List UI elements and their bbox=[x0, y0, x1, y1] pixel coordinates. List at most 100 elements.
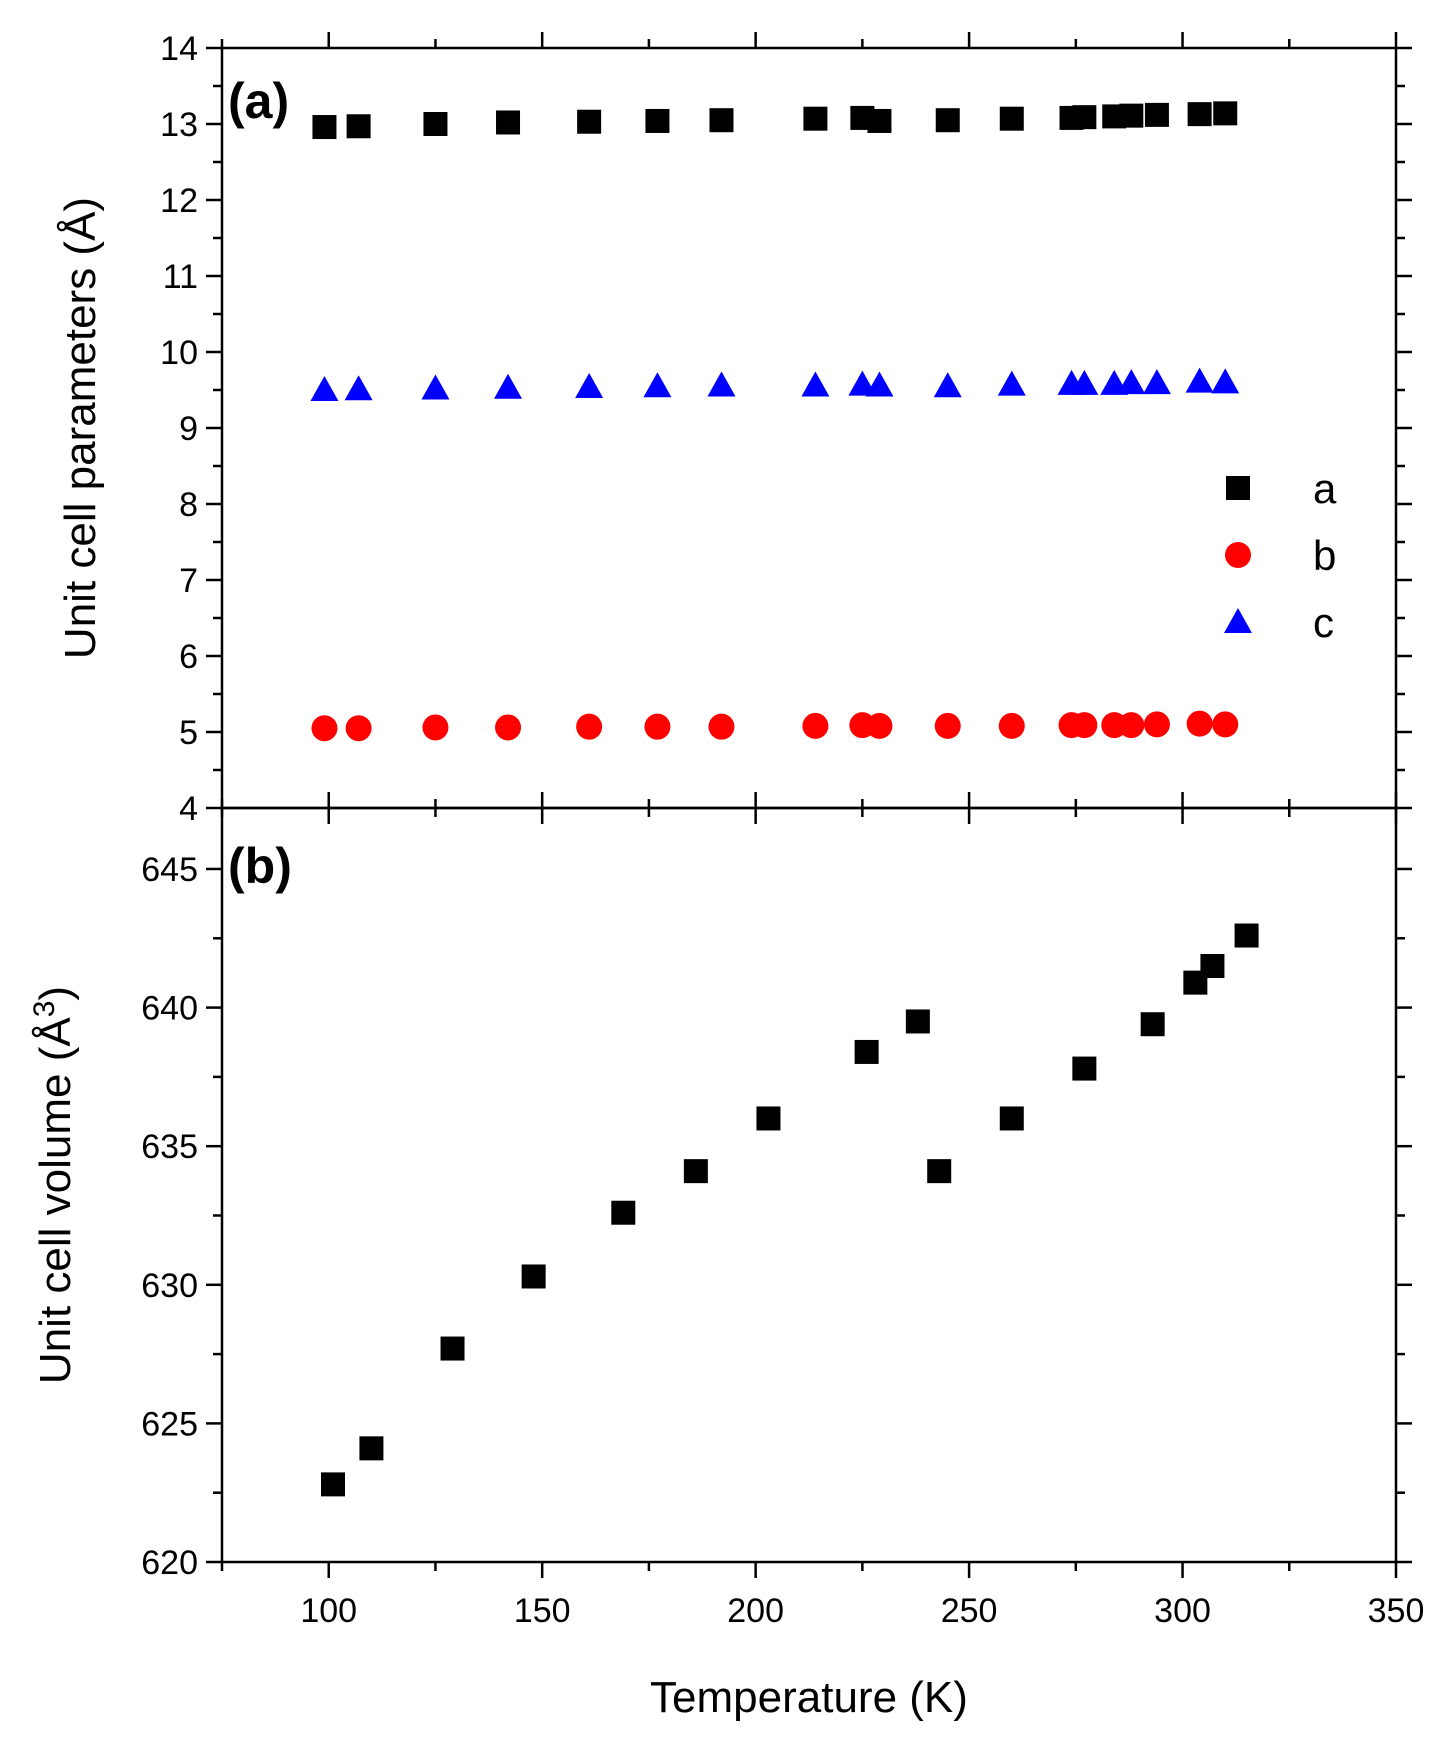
x-tick-label: 100 bbox=[300, 1592, 357, 1630]
legend-item-a: a bbox=[1226, 465, 1337, 512]
point-b bbox=[708, 713, 735, 740]
legend-item-c: c bbox=[1224, 599, 1334, 646]
point-a bbox=[346, 114, 371, 139]
point-a bbox=[423, 112, 448, 136]
legend-label-a: a bbox=[1313, 465, 1337, 512]
point-a bbox=[577, 109, 602, 134]
x-tick-label: 150 bbox=[514, 1592, 571, 1630]
y-tick-label: 5 bbox=[179, 714, 198, 752]
point-c bbox=[848, 370, 877, 396]
point-volume bbox=[905, 1009, 930, 1034]
point-c bbox=[997, 370, 1026, 396]
point-c bbox=[933, 372, 962, 398]
point-volume bbox=[359, 1436, 384, 1461]
x-tick-label: 350 bbox=[1368, 1592, 1425, 1630]
point-a bbox=[935, 108, 960, 133]
y-tick-label: 635 bbox=[141, 1128, 198, 1166]
point-b bbox=[998, 712, 1025, 739]
point-c bbox=[1211, 368, 1240, 394]
y-axis-title-a: Unit cell parameters (Å) bbox=[56, 197, 105, 659]
legend-label-b: b bbox=[1313, 532, 1336, 579]
point-b bbox=[422, 714, 449, 741]
point-a bbox=[999, 106, 1024, 131]
legend-marker-b bbox=[1225, 542, 1251, 568]
point-c bbox=[344, 375, 373, 401]
point-volume bbox=[521, 1264, 546, 1289]
point-b bbox=[1071, 712, 1098, 739]
point-volume bbox=[927, 1159, 952, 1184]
point-a bbox=[496, 110, 521, 135]
panel-label-b: (b) bbox=[228, 838, 292, 894]
point-c bbox=[643, 372, 672, 398]
x-axis-title: Temperature (K) bbox=[650, 1673, 968, 1722]
point-b bbox=[1143, 711, 1170, 738]
y-axis-title-b-main: Unit cell volume (Å bbox=[31, 1017, 80, 1384]
x-tick-label: 300 bbox=[1154, 1592, 1211, 1630]
legend-marker-c bbox=[1224, 608, 1252, 633]
series-volume bbox=[320, 923, 1259, 1497]
point-volume bbox=[854, 1039, 879, 1064]
y-tick-label: 630 bbox=[141, 1267, 198, 1305]
point-a bbox=[312, 115, 337, 140]
plot-frame bbox=[220, 46, 1398, 810]
point-b bbox=[495, 714, 522, 741]
point-b bbox=[866, 712, 893, 739]
y-tick-label: 7 bbox=[179, 562, 198, 600]
point-c bbox=[1185, 367, 1214, 393]
point-volume bbox=[1234, 923, 1259, 948]
y-tick-label: 6 bbox=[179, 638, 198, 676]
legend-label-c: c bbox=[1313, 599, 1334, 646]
y-tick-label: 10 bbox=[160, 334, 198, 372]
point-volume bbox=[1200, 954, 1225, 979]
point-a bbox=[1072, 105, 1097, 130]
point-c bbox=[865, 371, 894, 397]
point-b bbox=[1186, 710, 1213, 737]
shared-x-axis: Temperature (K) bbox=[650, 1673, 968, 1722]
y-axis-title-b: Unit cell volume (Å3) bbox=[28, 986, 80, 1384]
point-c bbox=[575, 372, 604, 398]
x-tick-label: 250 bbox=[941, 1592, 998, 1630]
point-b bbox=[1212, 711, 1239, 738]
point-volume bbox=[999, 1106, 1024, 1131]
point-a bbox=[645, 108, 670, 133]
point-c bbox=[421, 374, 450, 400]
point-c bbox=[1070, 369, 1099, 395]
x-tick-label: 200 bbox=[727, 1592, 784, 1630]
series-c bbox=[310, 367, 1240, 401]
point-a bbox=[1144, 102, 1169, 127]
point-volume bbox=[1140, 1012, 1165, 1037]
point-b bbox=[576, 713, 603, 740]
y-tick-label: 11 bbox=[163, 258, 198, 296]
legend-marker-a bbox=[1226, 476, 1250, 500]
series-b bbox=[311, 710, 1239, 742]
point-a bbox=[1187, 102, 1212, 127]
point-c bbox=[494, 373, 523, 399]
point-volume bbox=[611, 1200, 636, 1225]
point-b bbox=[1118, 712, 1145, 739]
point-b bbox=[644, 713, 671, 740]
plot-frame bbox=[220, 806, 1398, 1564]
point-b bbox=[345, 715, 372, 742]
y-tick-label: 8 bbox=[179, 486, 198, 524]
y-tick-label: 640 bbox=[141, 990, 198, 1028]
y-tick-label: 620 bbox=[141, 1544, 198, 1582]
point-volume bbox=[1072, 1056, 1097, 1081]
point-c bbox=[801, 371, 830, 397]
point-a bbox=[867, 108, 892, 133]
y-tick-label: 4 bbox=[179, 790, 198, 828]
point-volume bbox=[683, 1159, 708, 1184]
y-axis-title-b-sup: 3 bbox=[28, 1001, 61, 1018]
point-a bbox=[709, 108, 734, 133]
point-b bbox=[802, 712, 829, 739]
y-tick-label: 9 bbox=[179, 410, 198, 448]
point-a bbox=[1119, 103, 1144, 128]
point-volume bbox=[320, 1472, 345, 1497]
legend-item-b: b bbox=[1225, 532, 1336, 579]
point-c bbox=[1117, 369, 1146, 395]
y-tick-label: 13 bbox=[160, 106, 198, 144]
point-a bbox=[803, 106, 828, 131]
point-c bbox=[707, 371, 736, 397]
panel-b: 100 150 200 250 300 350 620 625 630 635 640 645 (b) U… bbox=[28, 792, 1424, 1630]
point-b bbox=[311, 715, 338, 742]
